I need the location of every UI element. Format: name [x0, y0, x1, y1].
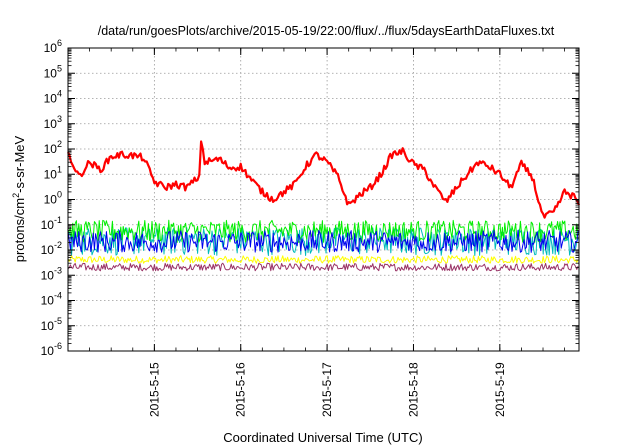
x-tick-label: 2015-5-18: [406, 362, 420, 417]
y-tick-label: 106: [44, 38, 62, 55]
y-axis-title-group: protons/cm2-s-sr-MeV: [11, 135, 27, 262]
y-tick-label: 10-3: [41, 265, 62, 282]
y-tick-label: 101: [44, 164, 62, 181]
x-tick-label: 2015-5-17: [320, 362, 334, 417]
grid-layer: [68, 48, 579, 351]
y-tick-label: 103: [44, 114, 62, 131]
x-axis-title: Coordinated Universal Time (UTC): [223, 430, 422, 445]
y-tick-label: 102: [44, 139, 62, 156]
series-line-4: [67, 255, 579, 264]
x-tick-label: 2015-5-19: [493, 362, 507, 417]
x-tick-label: 2015-5-15: [147, 362, 161, 417]
y-tick-label: 10-2: [41, 240, 62, 257]
series-line-0: [67, 140, 581, 219]
y-axis-title: protons/cm2-s-sr-MeV: [11, 135, 27, 262]
series-layer: [67, 140, 581, 272]
x-tick-label: 2015-5-16: [234, 362, 248, 417]
tick-layer: 10-6 10-5 10-4 10-3 10-2 10-1 100 101 102 103 104 1…: [41, 38, 579, 417]
y-tick-label: 10-6: [41, 341, 62, 358]
y-tick-label: 104: [44, 89, 62, 106]
y-tick-label: 10-5: [41, 316, 62, 333]
series-line-3: [67, 229, 579, 253]
y-tick-label: 105: [44, 63, 62, 80]
y-tick-label: 10-1: [41, 215, 62, 232]
series-line-5: [67, 262, 579, 272]
chart-title: /data/run/goesPlots/archive/2015-05-19/2…: [98, 24, 555, 38]
y-tick-label: 10-4: [41, 291, 62, 308]
y-tick-label: 100: [44, 190, 62, 207]
